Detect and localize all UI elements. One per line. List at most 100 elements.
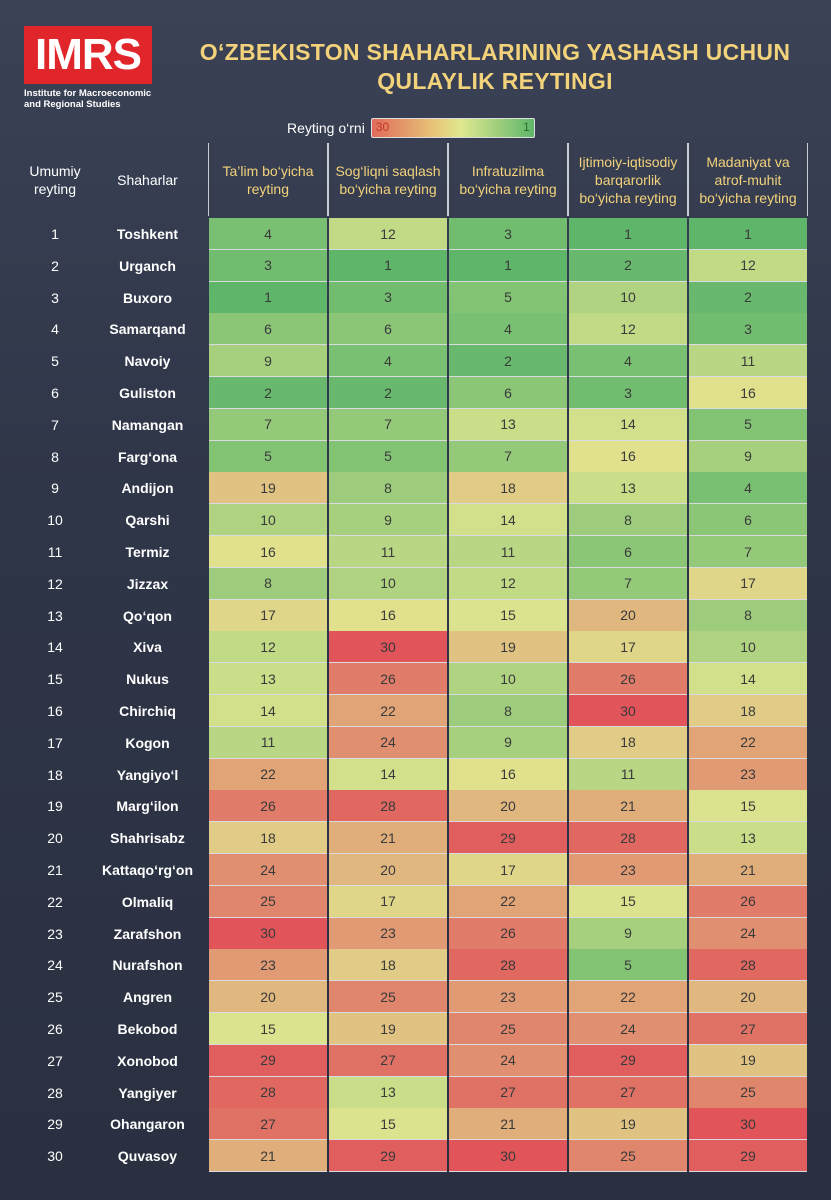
- heatmap-cell: 30: [689, 1108, 807, 1141]
- heatmap-cell: 21: [449, 1108, 567, 1141]
- heatmap-cell: 28: [209, 1076, 327, 1109]
- heatmap-cell: 11: [449, 536, 567, 568]
- heatmap-cell: 10: [209, 504, 327, 537]
- heatmap-cell: 16: [689, 377, 807, 409]
- city-name-cell: Kogon: [125, 734, 170, 751]
- city-name-cell: Qarshi: [125, 512, 170, 529]
- heatmap-cell: 9: [329, 504, 447, 537]
- heatmap-cell: 15: [569, 885, 687, 918]
- overall-rank-cell: 22: [47, 893, 63, 910]
- heatmap-cell: 1: [569, 218, 687, 250]
- heatmap-cell: 7: [569, 567, 687, 600]
- overall-rank-cell: 24: [47, 957, 63, 974]
- logo-subtitle-line2: and Regional Studies: [24, 99, 121, 110]
- heatmap-cell: 20: [329, 854, 447, 886]
- city-name-cell: Quvasoy: [117, 1148, 178, 1165]
- heatmap-cell: 19: [449, 631, 567, 664]
- table-row: 26 Bekobod 15 19 25 24 27: [0, 1013, 831, 1045]
- heatmap-cell: 30: [449, 1140, 567, 1173]
- heatmap-cell: 9: [569, 917, 687, 950]
- overall-rank-cell: 29: [47, 1116, 63, 1133]
- table-row: 17 Kogon 11 24 9 18 22: [0, 726, 831, 759]
- header-socioeconomic-label: Ijtimoiy-iqtisodiy barqarorlik bo‘yicha …: [578, 153, 678, 206]
- heatmap-cell: 19: [569, 1108, 687, 1141]
- header-education-label: Ta’lim bo‘yicha reyting: [222, 162, 314, 197]
- heatmap-cell: 26: [569, 663, 687, 696]
- heatmap-cell: 24: [449, 1044, 567, 1077]
- city-name-cell: Shahrisabz: [110, 830, 185, 847]
- city-name-cell: Buxoro: [123, 289, 172, 306]
- heatmap-cell: 23: [569, 854, 687, 886]
- heatmap-cell: 15: [329, 1108, 447, 1141]
- heatmap-cell: 22: [449, 885, 567, 918]
- heatmap-cell: 30: [329, 631, 447, 664]
- table-row: 28 Yangiyer 28 13 27 27 25: [0, 1076, 831, 1109]
- heatmap-cell: 4: [209, 218, 327, 250]
- overall-rank-cell: 17: [47, 734, 63, 751]
- city-name-cell: Toshkent: [116, 226, 179, 242]
- heatmap-cell: 19: [689, 1044, 807, 1077]
- heatmap-cell: 13: [449, 408, 567, 441]
- heatmap-cell: 8: [689, 599, 807, 632]
- overall-rank-cell: 3: [51, 289, 59, 306]
- heatmap-cell: 23: [689, 758, 807, 791]
- heatmap-cell: 30: [209, 917, 327, 950]
- heatmap-cell: 22: [209, 758, 327, 791]
- heatmap-cell: 2: [689, 281, 807, 314]
- overall-rank-cell: 20: [47, 830, 63, 847]
- overall-rank-cell: 10: [47, 512, 63, 529]
- table-row: 11 Termiz 16 11 11 6 7: [0, 536, 831, 568]
- heatmap-cell: 25: [209, 885, 327, 918]
- heatmap-cell: 23: [329, 917, 447, 950]
- logo-subtitle-line1: Institute for Macroeconomic: [24, 88, 152, 99]
- heatmap-cell: 30: [569, 695, 687, 727]
- heatmap-cell: 7: [449, 440, 567, 473]
- heatmap-cell: 21: [569, 790, 687, 823]
- heatmap-cell: 26: [689, 885, 807, 918]
- overall-rank-cell: 7: [51, 416, 59, 433]
- heatmap-cell: 25: [329, 981, 447, 1014]
- heatmap-cell: 18: [329, 949, 447, 982]
- heatmap-cell: 28: [569, 822, 687, 855]
- legend-gradient-bar: 30 1: [370, 118, 535, 138]
- table-row: 25 Angren 20 25 23 22 20: [0, 981, 831, 1014]
- heatmap-cell: 1: [689, 218, 807, 250]
- heatmap-cell: 12: [209, 631, 327, 664]
- heatmap-cell: 25: [689, 1076, 807, 1109]
- heatmap-cell: 21: [689, 854, 807, 886]
- heatmap-cell: 23: [449, 981, 567, 1014]
- overall-rank-cell: 12: [47, 575, 63, 592]
- heatmap-cell: 11: [569, 758, 687, 791]
- heatmap-cell: 14: [569, 408, 687, 441]
- heatmap-cell: 26: [209, 790, 327, 823]
- heatmap-cell: 22: [569, 981, 687, 1014]
- city-name-cell: Chirchiq: [119, 703, 176, 719]
- heatmap-cell: 20: [569, 599, 687, 632]
- heatmap-cell: 22: [329, 695, 447, 727]
- chart-title-line2: QULAYLIK REYTINGI: [377, 68, 613, 94]
- heatmap-cell: 2: [329, 377, 447, 409]
- heatmap-cell: 5: [449, 281, 567, 314]
- heatmap-cell: 15: [689, 790, 807, 823]
- overall-rank-cell: 23: [47, 925, 63, 942]
- table-row: 1 Toshkent 4 12 3 1 1: [0, 218, 831, 250]
- heatmap-cell: 11: [329, 536, 447, 568]
- header-socioeconomic: Ijtimoiy-iqtisodiy barqarorlik bo‘yicha …: [568, 143, 688, 216]
- city-name-cell: Qo‘qon: [123, 607, 172, 624]
- heatmap-cell: 29: [329, 1140, 447, 1173]
- table-row: 27 Xonobod 29 27 24 29 19: [0, 1044, 831, 1077]
- table-row: 18 Yangiyo‘l 22 14 16 11 23: [0, 758, 831, 791]
- header-education: Ta’lim bo‘yicha reyting: [208, 143, 328, 216]
- heatmap-cell: 27: [449, 1076, 567, 1109]
- heatmap-cell: 17: [689, 567, 807, 600]
- overall-rank-cell: 8: [51, 448, 59, 465]
- table-row: 22 Olmaliq 25 17 22 15 26: [0, 885, 831, 918]
- city-name-cell: Xiva: [133, 639, 162, 656]
- city-name-cell: Nurafshon: [112, 957, 183, 974]
- header-cities: Shaharlar: [117, 171, 178, 188]
- heatmap-cell: 23: [209, 949, 327, 982]
- heatmap-cell: 14: [689, 663, 807, 696]
- heatmap-cell: 13: [329, 1076, 447, 1109]
- heatmap-cell: 5: [569, 949, 687, 982]
- table-row: 5 Navoiy 9 4 2 4 11: [0, 345, 831, 378]
